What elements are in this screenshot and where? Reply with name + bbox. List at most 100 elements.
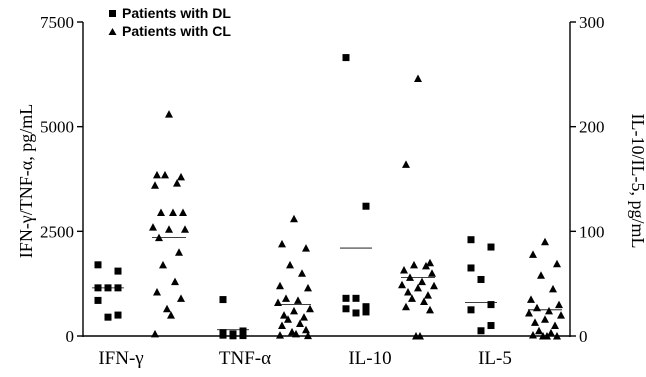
cl-point [543, 332, 551, 340]
cl-point [165, 225, 173, 233]
cl-point [430, 281, 438, 290]
dl-point [352, 294, 360, 302]
cl-point [304, 331, 312, 340]
legend-triangle-marker [108, 28, 117, 35]
cl-point [549, 284, 557, 293]
cl-point [428, 269, 436, 277]
legend-label-cl: Patients with CL [122, 23, 231, 39]
axes [82, 22, 571, 337]
cl-point [181, 225, 189, 233]
cl-point [426, 305, 434, 314]
cl-point [541, 315, 549, 323]
category-label: IL-10 [348, 348, 391, 369]
mean-lines [92, 237, 562, 331]
cl-point [402, 302, 410, 311]
cl-point [306, 304, 314, 313]
right-tick-label: 100 [579, 222, 605, 241]
dl-point [114, 267, 122, 275]
left-tick-label: 5000 [40, 118, 74, 137]
right-tick-label: 300 [579, 13, 605, 32]
cl-point [555, 300, 563, 309]
cl-point [284, 315, 292, 323]
cl-point [153, 288, 161, 296]
dl-point [487, 322, 495, 330]
cl-point [157, 208, 165, 216]
cl-point [278, 321, 286, 330]
cl-point [527, 295, 535, 303]
cl-point [418, 277, 426, 286]
cl-point [414, 283, 422, 292]
dl-point [487, 243, 495, 251]
cl-point [420, 297, 428, 305]
cl-point [161, 170, 169, 179]
dl-point [362, 303, 370, 311]
cl-point [286, 260, 294, 269]
left-axis-ticks: 0 2500 5000 7500 [40, 13, 83, 346]
cl-point [398, 280, 406, 289]
cl-point [169, 208, 177, 216]
cl-point [173, 179, 181, 187]
cl-point [414, 74, 422, 83]
dl-point [467, 306, 475, 314]
cl-point [402, 160, 410, 168]
dl-point [362, 202, 370, 210]
cl-point [537, 271, 545, 279]
cl-point [410, 260, 418, 269]
cl-point [400, 266, 408, 274]
dl-point [477, 327, 485, 335]
right-tick-label: 200 [579, 118, 605, 137]
cl-point [525, 308, 533, 317]
cl-point [280, 311, 288, 319]
dl-point [239, 327, 247, 335]
cl-point [179, 208, 187, 216]
dl-point [352, 309, 360, 317]
right-axis-title: IL-10/IL-5, pg/mL [628, 114, 646, 249]
cl-point [163, 304, 171, 313]
left-tick-label: 0 [66, 327, 75, 346]
cl-point [533, 303, 541, 312]
dl-point [342, 305, 350, 313]
cl-point [424, 291, 432, 299]
cl-point [416, 332, 424, 340]
cl-point [151, 329, 159, 338]
dl-point [219, 331, 227, 339]
cl-point [408, 294, 416, 302]
cl-point [553, 259, 561, 268]
cl-point [551, 321, 559, 330]
right-tick-label: 0 [579, 327, 588, 346]
cl-point [149, 223, 157, 231]
dl-point [114, 311, 122, 319]
dl-point [229, 332, 237, 340]
cl-point [553, 332, 561, 340]
cl-point [302, 244, 310, 252]
cl-point [426, 258, 434, 267]
cl-point [292, 329, 300, 338]
cl-point [541, 237, 549, 246]
cl-point [177, 294, 185, 302]
right-axis-ticks: 0 100 200 300 [570, 13, 605, 346]
dl-point [219, 296, 227, 304]
cl-point [294, 296, 302, 304]
cl-point [278, 239, 286, 248]
cl-point [274, 298, 282, 307]
cl-point [153, 170, 161, 179]
cl-point [282, 294, 290, 302]
cl-point [302, 325, 310, 334]
cl-point [290, 306, 298, 315]
cl-point [531, 318, 539, 326]
dl-point [94, 261, 102, 269]
dl-point [487, 301, 495, 309]
cl-point [177, 172, 185, 181]
cl-point [276, 331, 284, 339]
cl-point [296, 319, 304, 327]
cl-point [535, 326, 543, 335]
category-label: TNF-α [219, 348, 271, 369]
category-labels: IFN-γ TNF-α IL-10 IL-5 [98, 348, 512, 369]
data-points [94, 54, 565, 340]
dl-point [342, 294, 350, 302]
dl-point [239, 332, 247, 340]
left-axis-title: IFN-γ/TNF-α, pg/mL [16, 104, 36, 258]
cl-point [300, 313, 308, 321]
cl-point [175, 248, 183, 256]
cl-point [167, 311, 175, 319]
